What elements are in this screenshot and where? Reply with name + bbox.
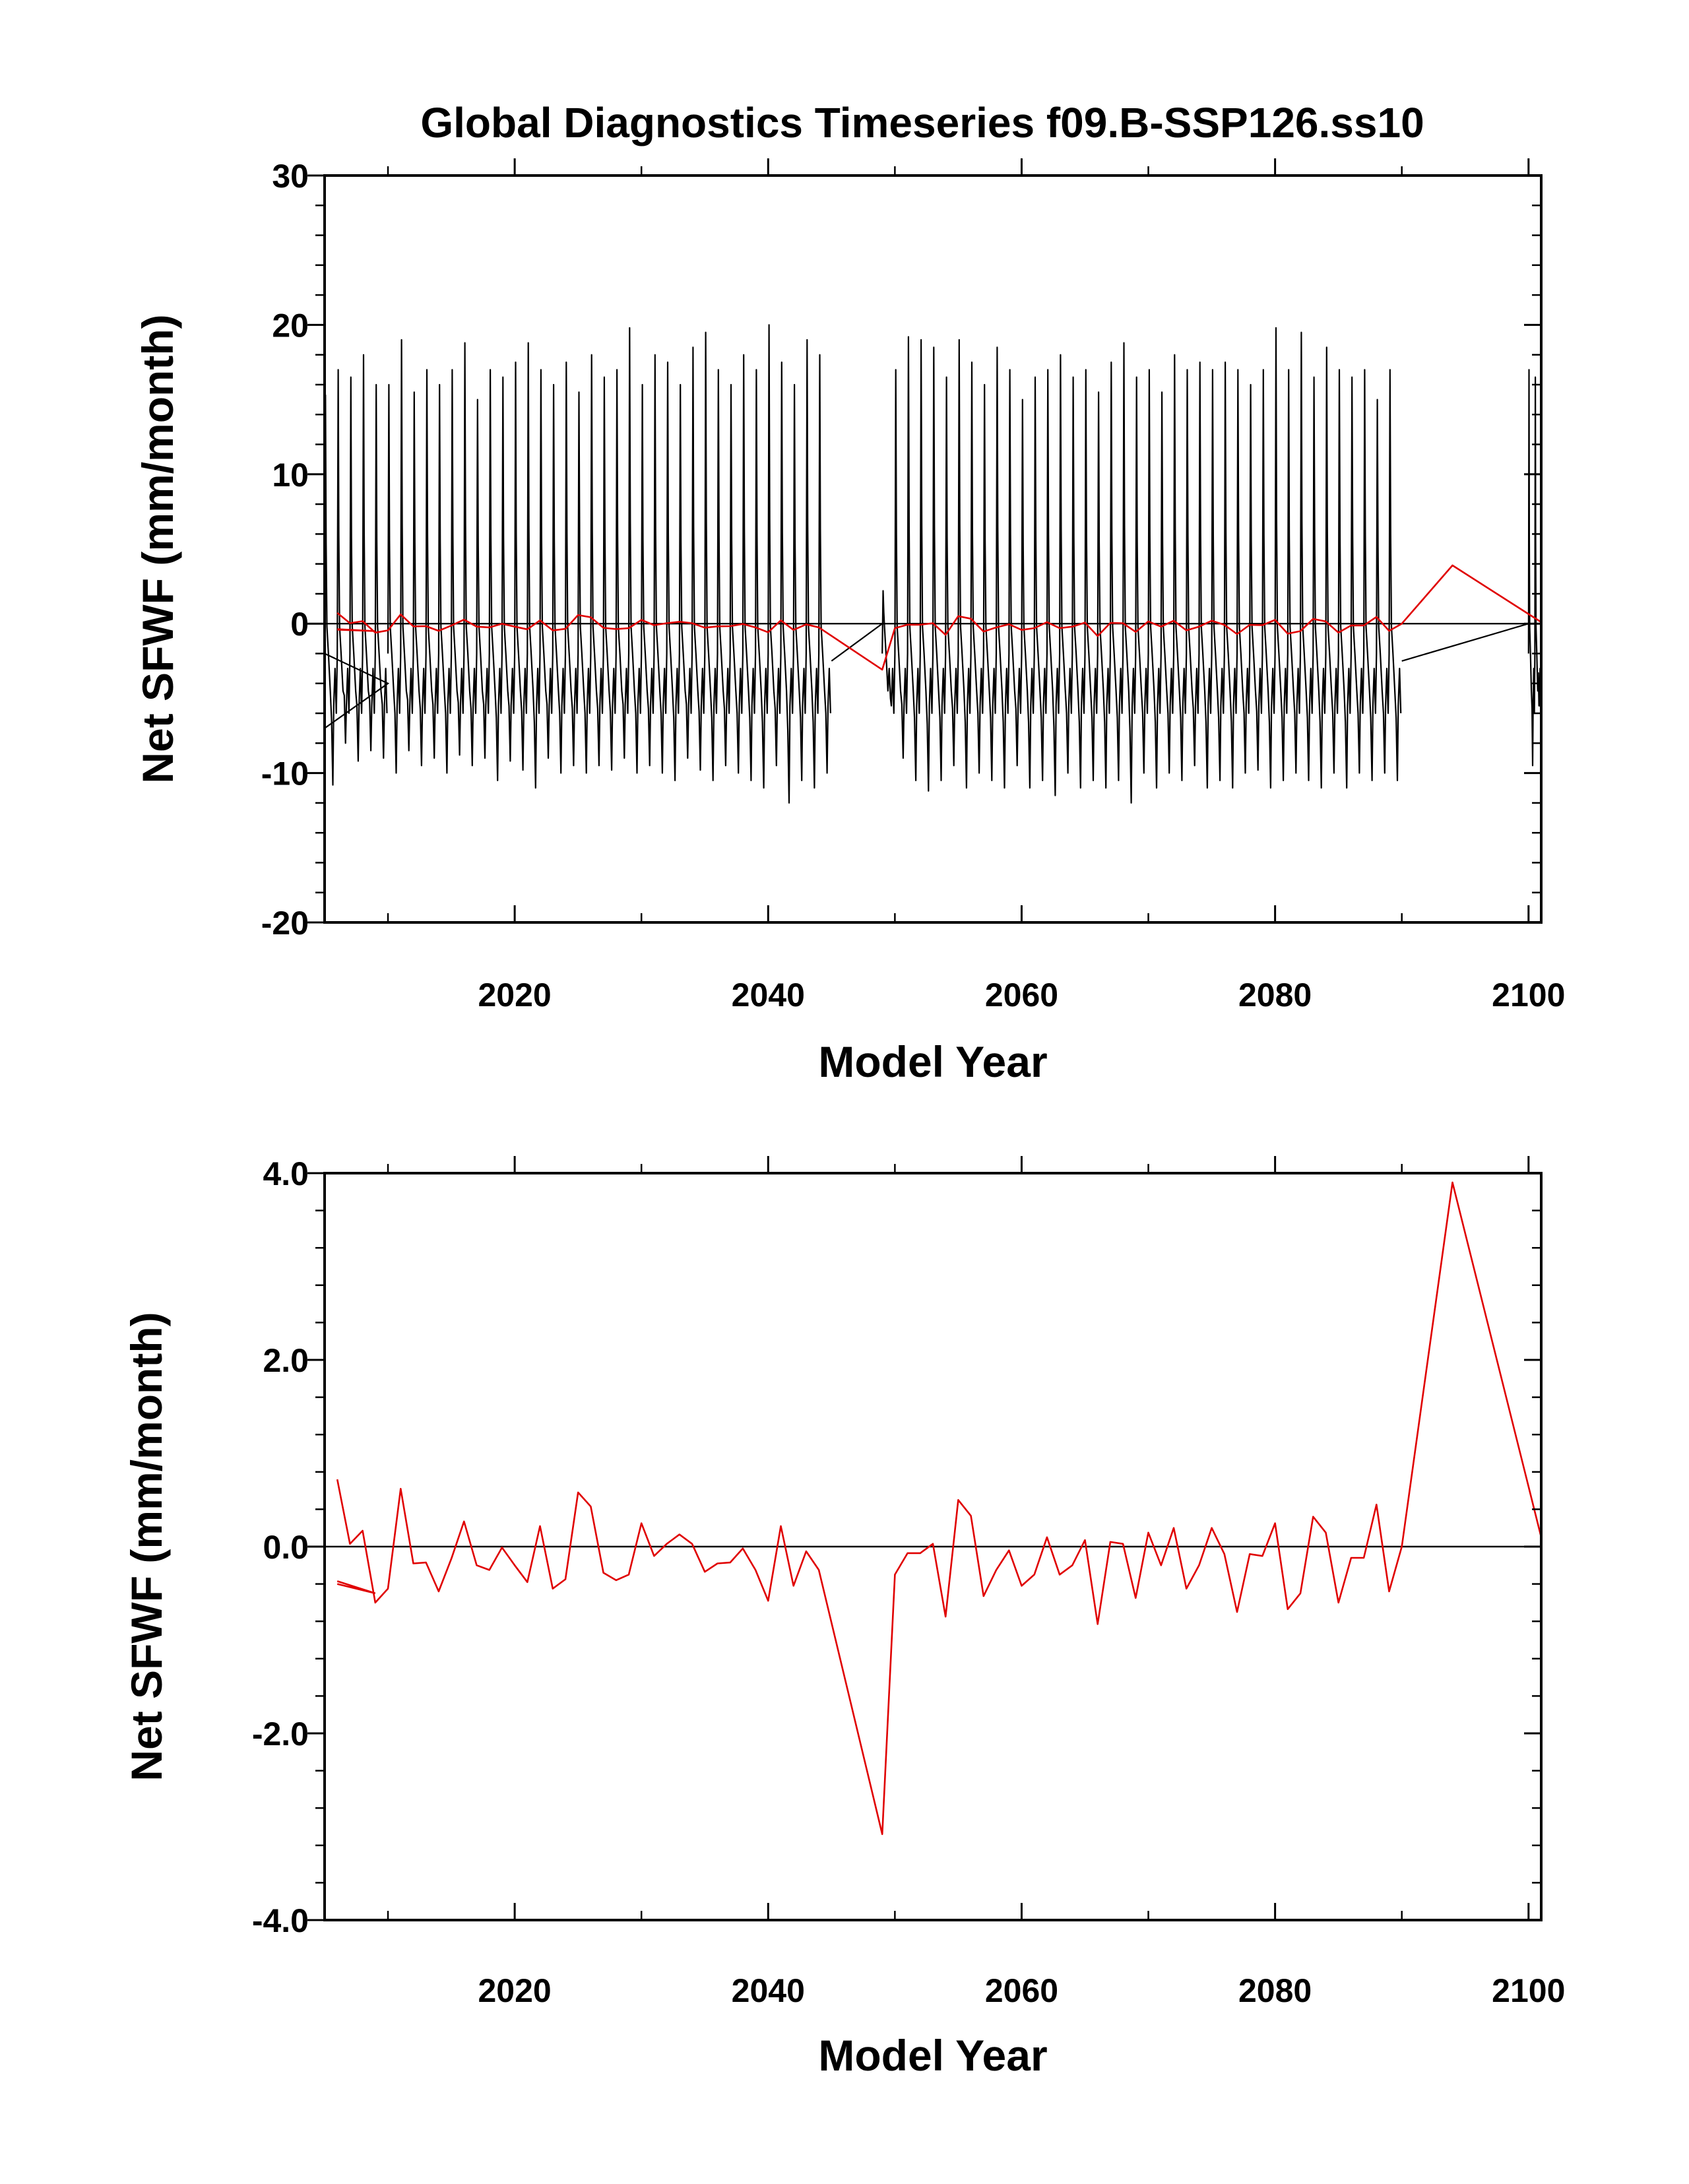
y-tick-label: 20: [272, 307, 309, 344]
x-tick-label: 2080: [1238, 1972, 1312, 2009]
monthly-connector-line: [1401, 623, 1529, 662]
annual-connector-line: [336, 1580, 376, 1595]
x-tick-label: 2020: [478, 977, 552, 1013]
x-tick-label: 2100: [1492, 1972, 1565, 2009]
monthly-line-segment: [323, 354, 388, 786]
monthly-connector-line: [324, 653, 390, 729]
tick-marks: [307, 158, 1541, 924]
y-tick-label: 0.0: [263, 1529, 309, 1566]
y-tick-label: -2.0: [252, 1716, 309, 1752]
monthly-line-segment: [387, 324, 831, 804]
x-tick-label: 2080: [1238, 977, 1312, 1013]
y-tick-label: 10: [272, 457, 309, 494]
monthly-line-segment: [881, 327, 1402, 804]
x-tick-label: 2040: [732, 1972, 805, 2009]
top-panel: 2020 2040 2060 2080 2100 -20 -10 0 10 20 30 Model…: [133, 158, 1565, 1086]
y-axis-title: Net SFWF (mm/month): [122, 1312, 171, 1781]
monthly-connector-line: [831, 623, 883, 662]
y-tick-label: -4.0: [252, 1902, 309, 1939]
y-tick-label: 4.0: [263, 1155, 309, 1192]
x-tick-label: 2020: [478, 1972, 552, 2009]
x-tick-label: 2060: [985, 1972, 1058, 2009]
figure-title: Global Diagnostics Timeseries f09.B-SSP1…: [420, 99, 1424, 146]
bottom-panel: 2020 2040 2060 2080 2100 -4.0 -2.0 0.0 2.0 4.0 M…: [122, 1155, 1565, 2080]
x-axis-title: Model Year: [818, 1037, 1047, 1086]
y-tick-label: 30: [272, 158, 309, 195]
annual-mean-series: [336, 1181, 1543, 1836]
monthly-series: [323, 324, 1542, 804]
annual-mean-line: [336, 564, 1542, 671]
tick-marks: [307, 1156, 1541, 1921]
annual-mean-line: [336, 1181, 1543, 1836]
annual-mean-series: [336, 564, 1542, 671]
y-tick-labels: -20 -10 0 10 20 30: [261, 158, 309, 942]
plot-frame: [323, 174, 1543, 924]
x-tick-labels: 2020 2040 2060 2080 2100: [478, 1972, 1566, 2009]
annual-connector-line: [337, 628, 375, 632]
y-axis-title: Net SFWF (mm/month): [133, 314, 182, 783]
x-tick-label: 2040: [732, 977, 805, 1013]
x-tick-label: 2100: [1492, 977, 1565, 1013]
x-tick-labels: 2020 2040 2060 2080 2100: [478, 977, 1566, 1013]
x-tick-label: 2060: [985, 977, 1058, 1013]
y-tick-label: -20: [261, 905, 309, 942]
y-tick-label: -10: [261, 755, 309, 792]
y-tick-labels: -4.0 -2.0 0.0 2.0 4.0: [252, 1155, 309, 1939]
y-tick-label: 0: [290, 606, 309, 643]
y-tick-label: 2.0: [263, 1342, 309, 1379]
monthly-line-segment: [1527, 369, 1542, 767]
x-axis-title: Model Year: [818, 2031, 1047, 2080]
